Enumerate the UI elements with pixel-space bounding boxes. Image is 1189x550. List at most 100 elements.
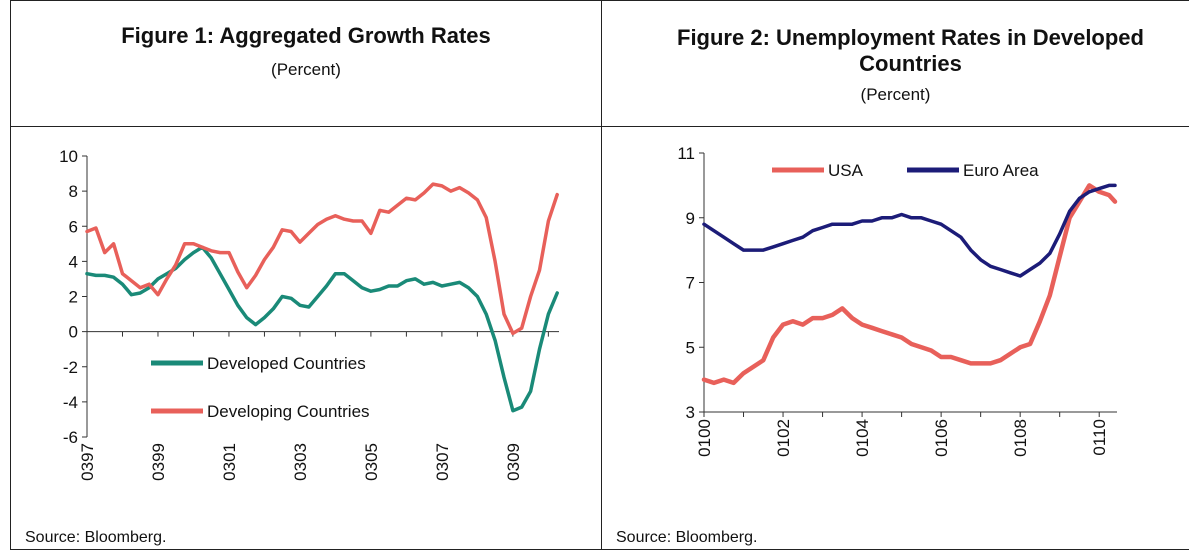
data-point [263,316,266,319]
x-tick-label: 0106 [932,419,951,457]
data-point [1068,210,1071,213]
y-tick-label: 8 [69,182,78,201]
data-point [130,293,133,296]
data-point [1107,193,1111,197]
data-point [334,272,337,275]
data-point [781,323,785,326]
y-tick-label: 5 [686,338,695,357]
data-point [538,269,541,272]
data-point [900,336,903,339]
data-point [254,274,257,277]
data-point [485,312,488,316]
data-point [811,229,814,232]
data-point [369,290,373,293]
data-point [1028,268,1032,271]
data-point [511,409,515,412]
data-point [520,405,523,409]
data-point [890,333,893,336]
data-point [334,214,337,217]
data-point [1038,261,1042,265]
data-point [969,362,972,365]
data-point [378,209,381,212]
data-point [281,295,284,298]
data-point [762,359,765,362]
data-point [458,281,461,284]
data-point [422,283,426,286]
data-point [467,286,470,289]
data-point [880,216,883,219]
data-point [1088,184,1091,187]
data-point [752,365,755,368]
y-tick-label: 4 [69,252,78,271]
data-point [103,274,106,277]
y-tick-label: 7 [686,274,695,293]
y-tick-label: -4 [63,393,78,412]
data-point [939,223,943,226]
figure1-panel: Figure 1: Aggregated Growth Rates (Perce… [10,0,602,550]
data-point [289,297,293,300]
data-point [94,226,98,230]
legend-label: Developing Countries [207,402,370,421]
data-point [369,232,373,235]
data-point [236,304,239,307]
data-point [1113,200,1117,203]
data-point [959,236,963,239]
data-point [307,305,310,309]
data-point [821,226,824,229]
data-point [502,312,506,316]
data-point [1038,320,1042,323]
data-point [139,291,142,295]
data-point [949,229,953,232]
data-point [431,281,435,284]
data-point [890,216,893,219]
data-point [969,248,972,252]
y-tick-label: -2 [63,358,78,377]
data-point [880,329,883,333]
data-point [396,284,399,288]
data-point [174,263,177,267]
data-point [165,277,168,281]
data-point [732,381,735,385]
legend-label: Developed Countries [207,354,366,373]
data-point [702,378,706,381]
figure1-source: Source: Bloomberg. [25,529,167,546]
x-tick-label: 0309 [504,443,523,481]
data-point [316,223,319,226]
x-tick-label: 0102 [774,419,793,457]
x-tick-label: 0100 [695,419,714,457]
data-point [511,332,515,335]
data-point [121,283,124,286]
data-point [227,251,231,254]
figure1-subtitle: (Percent) [271,60,341,79]
data-point [1048,252,1051,255]
data-point [343,272,346,275]
data-point [192,242,195,245]
data-point [1088,190,1091,193]
data-point [422,191,426,195]
data-point [298,240,302,244]
data-point [387,211,390,214]
data-point [979,258,982,261]
data-point [851,223,854,226]
data-point [112,276,115,279]
data-point [801,323,804,326]
data-point [1048,294,1051,297]
data-point [360,219,364,223]
x-tick-label: 0307 [433,443,452,481]
data-point [841,223,844,226]
data-point [440,184,444,188]
data-point [520,326,523,330]
data-point [272,307,275,310]
data-point [811,316,814,320]
data-point [201,246,204,249]
data-point [139,286,142,289]
figure2-source: Source: Bloomberg. [616,529,758,546]
data-point [316,295,319,298]
data-point [939,355,943,359]
x-tick-label: 0110 [1090,419,1109,456]
data-point [860,323,864,326]
data-point [920,216,923,219]
data-point [130,279,133,282]
data-point [218,251,222,254]
data-point [254,323,257,326]
